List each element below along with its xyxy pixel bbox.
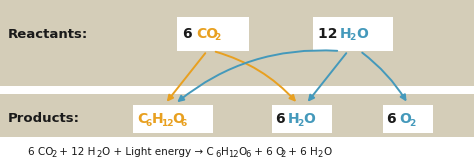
- Text: 6: 6: [146, 119, 152, 127]
- FancyBboxPatch shape: [272, 105, 332, 133]
- Text: O: O: [356, 27, 368, 41]
- Text: O: O: [238, 147, 246, 157]
- Text: 2: 2: [349, 34, 355, 42]
- FancyBboxPatch shape: [383, 105, 433, 133]
- Text: H: H: [221, 147, 229, 157]
- Text: 12: 12: [228, 150, 238, 159]
- FancyBboxPatch shape: [313, 17, 393, 51]
- Text: O: O: [323, 147, 331, 157]
- Text: O: O: [172, 112, 184, 126]
- Text: 6: 6: [387, 112, 401, 126]
- Text: + 12 H: + 12 H: [56, 147, 96, 157]
- Text: 6: 6: [215, 150, 220, 159]
- Text: H: H: [288, 112, 300, 126]
- Text: 6: 6: [245, 150, 250, 159]
- Text: O + Light energy → C: O + Light energy → C: [102, 147, 214, 157]
- Bar: [0, 86, 474, 94]
- Text: 2: 2: [280, 150, 285, 159]
- Text: 2: 2: [97, 150, 102, 159]
- Text: Reactants:: Reactants:: [8, 28, 88, 41]
- Text: 6 CO: 6 CO: [28, 147, 54, 157]
- Bar: [0, 137, 474, 166]
- Text: 6: 6: [183, 27, 198, 41]
- Text: 6: 6: [181, 119, 187, 127]
- Text: 12: 12: [161, 119, 173, 127]
- Text: 12: 12: [318, 27, 342, 41]
- Text: 2: 2: [51, 150, 56, 159]
- Text: C: C: [137, 112, 147, 126]
- Text: Products:: Products:: [8, 113, 80, 125]
- Text: 2: 2: [297, 119, 303, 127]
- Text: + 6 H: + 6 H: [285, 147, 318, 157]
- Text: + 6 O: + 6 O: [251, 147, 284, 157]
- Bar: [0, 0, 474, 137]
- Text: 2: 2: [214, 34, 220, 42]
- Text: 6: 6: [276, 112, 291, 126]
- Text: 2: 2: [409, 119, 415, 127]
- Text: O: O: [399, 112, 411, 126]
- FancyBboxPatch shape: [177, 17, 249, 51]
- Text: CO: CO: [196, 27, 218, 41]
- Text: O: O: [303, 112, 315, 126]
- FancyBboxPatch shape: [133, 105, 213, 133]
- Text: 2: 2: [318, 150, 323, 159]
- Text: H: H: [152, 112, 164, 126]
- Text: H: H: [340, 27, 352, 41]
